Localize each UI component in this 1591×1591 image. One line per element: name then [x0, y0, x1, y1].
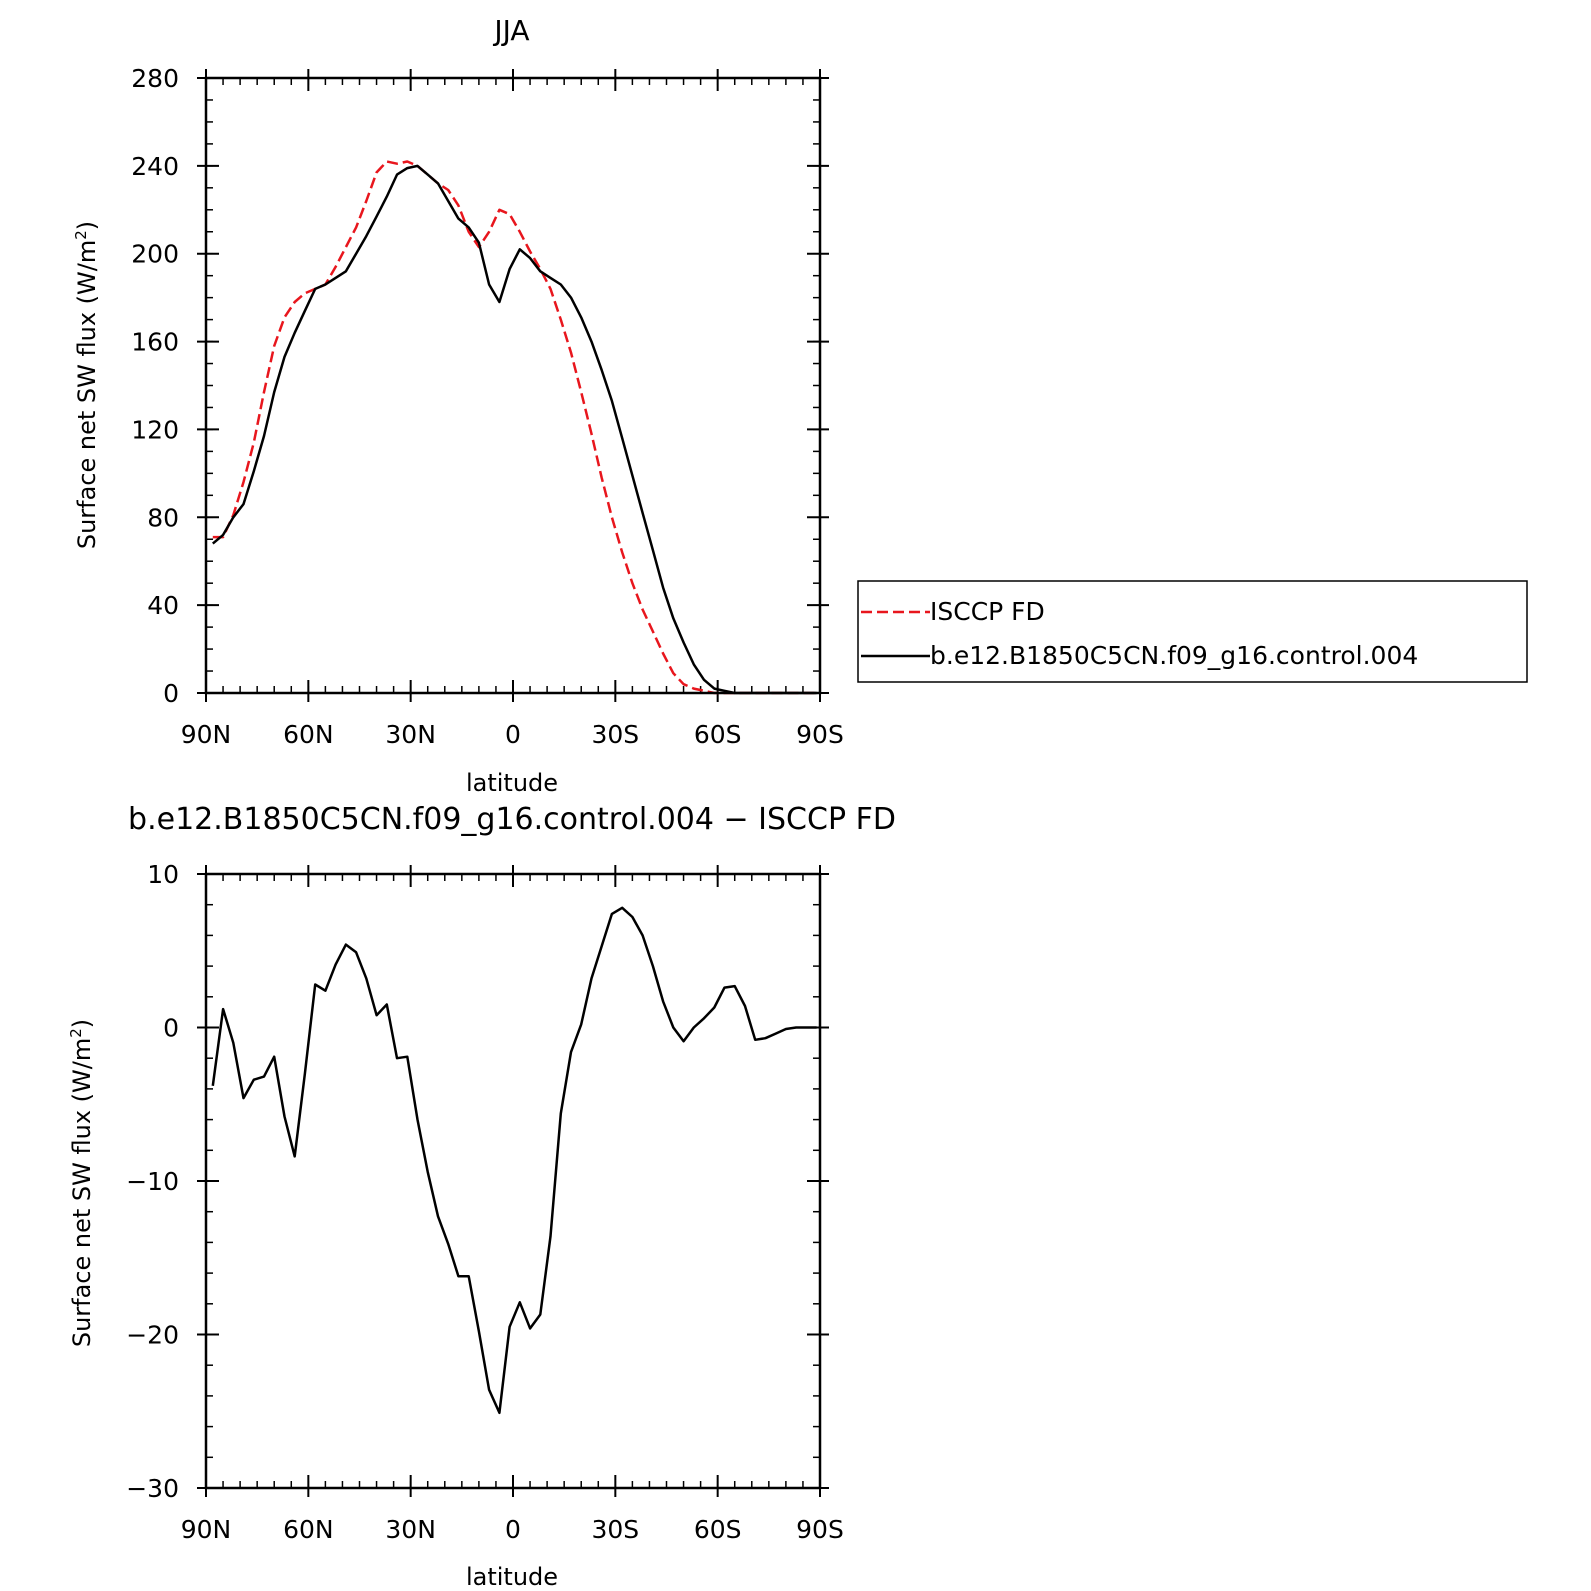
- top-y-label-main: Surface net SW flux (W/m: [73, 240, 101, 549]
- top-y-axis-label: Surface net SW flux (W/m2): [72, 221, 101, 549]
- bottom-y-tick-labels: −30 −20 −10 0 10: [126, 860, 179, 1503]
- top-y-tick-label: 120: [131, 415, 179, 444]
- bottom-y-tick-label: −10: [126, 1167, 179, 1196]
- top-panel: JJA 90N 60N 30N 0 30S 60S 90S 0 40 80 120 160 200 24…: [72, 14, 844, 797]
- top-y-tick-label: 0: [163, 679, 179, 708]
- top-x-tick-label: 0: [505, 720, 521, 749]
- legend-box: [857, 580, 1528, 683]
- bottom-y-axis-label: Surface net SW flux (W/m2): [67, 1019, 96, 1347]
- top-x-tick-label: 30N: [385, 720, 436, 749]
- legend-label-model: b.e12.B1850C5CN.f09_g16.control.004: [930, 641, 1418, 670]
- bottom-x-tick-labels: 90N 60N 30N 0 30S 60S 90S: [181, 1515, 844, 1544]
- top-y-tick-label: 160: [131, 328, 179, 357]
- bottom-axis-ticks: [197, 865, 829, 1497]
- top-x-axis-label: latitude: [466, 769, 558, 797]
- top-y-tick-label: 280: [131, 64, 179, 93]
- top-y-tick-label: 80: [147, 503, 179, 532]
- bottom-chart-title: b.e12.B1850C5CN.f09_g16.control.004 − IS…: [128, 802, 896, 837]
- bottom-y-label-main: Surface net SW flux (W/m: [68, 1038, 96, 1347]
- legend: ISCCP FD b.e12.B1850C5CN.f09_g16.control…: [857, 580, 1528, 683]
- bottom-y-tick-label: −20: [126, 1321, 179, 1350]
- top-x-tick-label: 60N: [283, 720, 334, 749]
- bottom-x-tick-label: 0: [505, 1515, 521, 1544]
- top-y-tick-labels: 0 40 80 120 160 200 240 280: [131, 64, 179, 708]
- top-y-tick-label: 240: [131, 152, 179, 181]
- top-x-tick-label: 90S: [796, 720, 844, 749]
- bottom-x-axis-label: latitude: [466, 1563, 558, 1591]
- bottom-x-tick-label: 60N: [283, 1515, 334, 1544]
- top-series-line-1: [211, 164, 817, 695]
- top-y-label-superscript: 2: [72, 230, 90, 240]
- bottom-x-tick-label: 90S: [796, 1515, 844, 1544]
- bottom-x-tick-label: 60S: [694, 1515, 742, 1544]
- top-chart-title: JJA: [492, 14, 529, 47]
- bottom-plot-frame: [204, 872, 822, 1490]
- legend-label-isccp-fd: ISCCP FD: [930, 597, 1045, 626]
- top-x-tick-label: 30S: [591, 720, 639, 749]
- top-axis-ticks: [197, 69, 829, 702]
- bottom-y-tick-label: 0: [163, 1014, 179, 1043]
- bottom-x-tick-label: 30N: [385, 1515, 436, 1544]
- bottom-panel: b.e12.B1850C5CN.f09_g16.control.004 − IS…: [67, 802, 896, 1591]
- bottom-x-tick-label: 90N: [181, 1515, 232, 1544]
- bottom-y-label-superscript: 2: [67, 1028, 85, 1038]
- bottom-y-label-close: ): [68, 1019, 96, 1028]
- top-x-tick-label: 60S: [694, 720, 742, 749]
- bottom-series-line-0: [211, 906, 817, 1415]
- bottom-y-tick-label: −30: [126, 1474, 179, 1503]
- top-x-tick-labels: 90N 60N 30N 0 30S 60S 90S: [181, 720, 844, 749]
- top-y-label-close: ): [73, 221, 101, 230]
- top-x-tick-label: 90N: [181, 720, 232, 749]
- bottom-y-tick-label: 10: [147, 860, 179, 889]
- bottom-series-lines: [211, 906, 817, 1415]
- bottom-x-tick-label: 30S: [591, 1515, 639, 1544]
- top-y-tick-label: 40: [147, 591, 179, 620]
- top-plot-frame: [204, 76, 822, 695]
- top-series-line-0: [212, 160, 817, 695]
- top-series-lines: [211, 160, 817, 695]
- top-y-tick-label: 200: [131, 240, 179, 269]
